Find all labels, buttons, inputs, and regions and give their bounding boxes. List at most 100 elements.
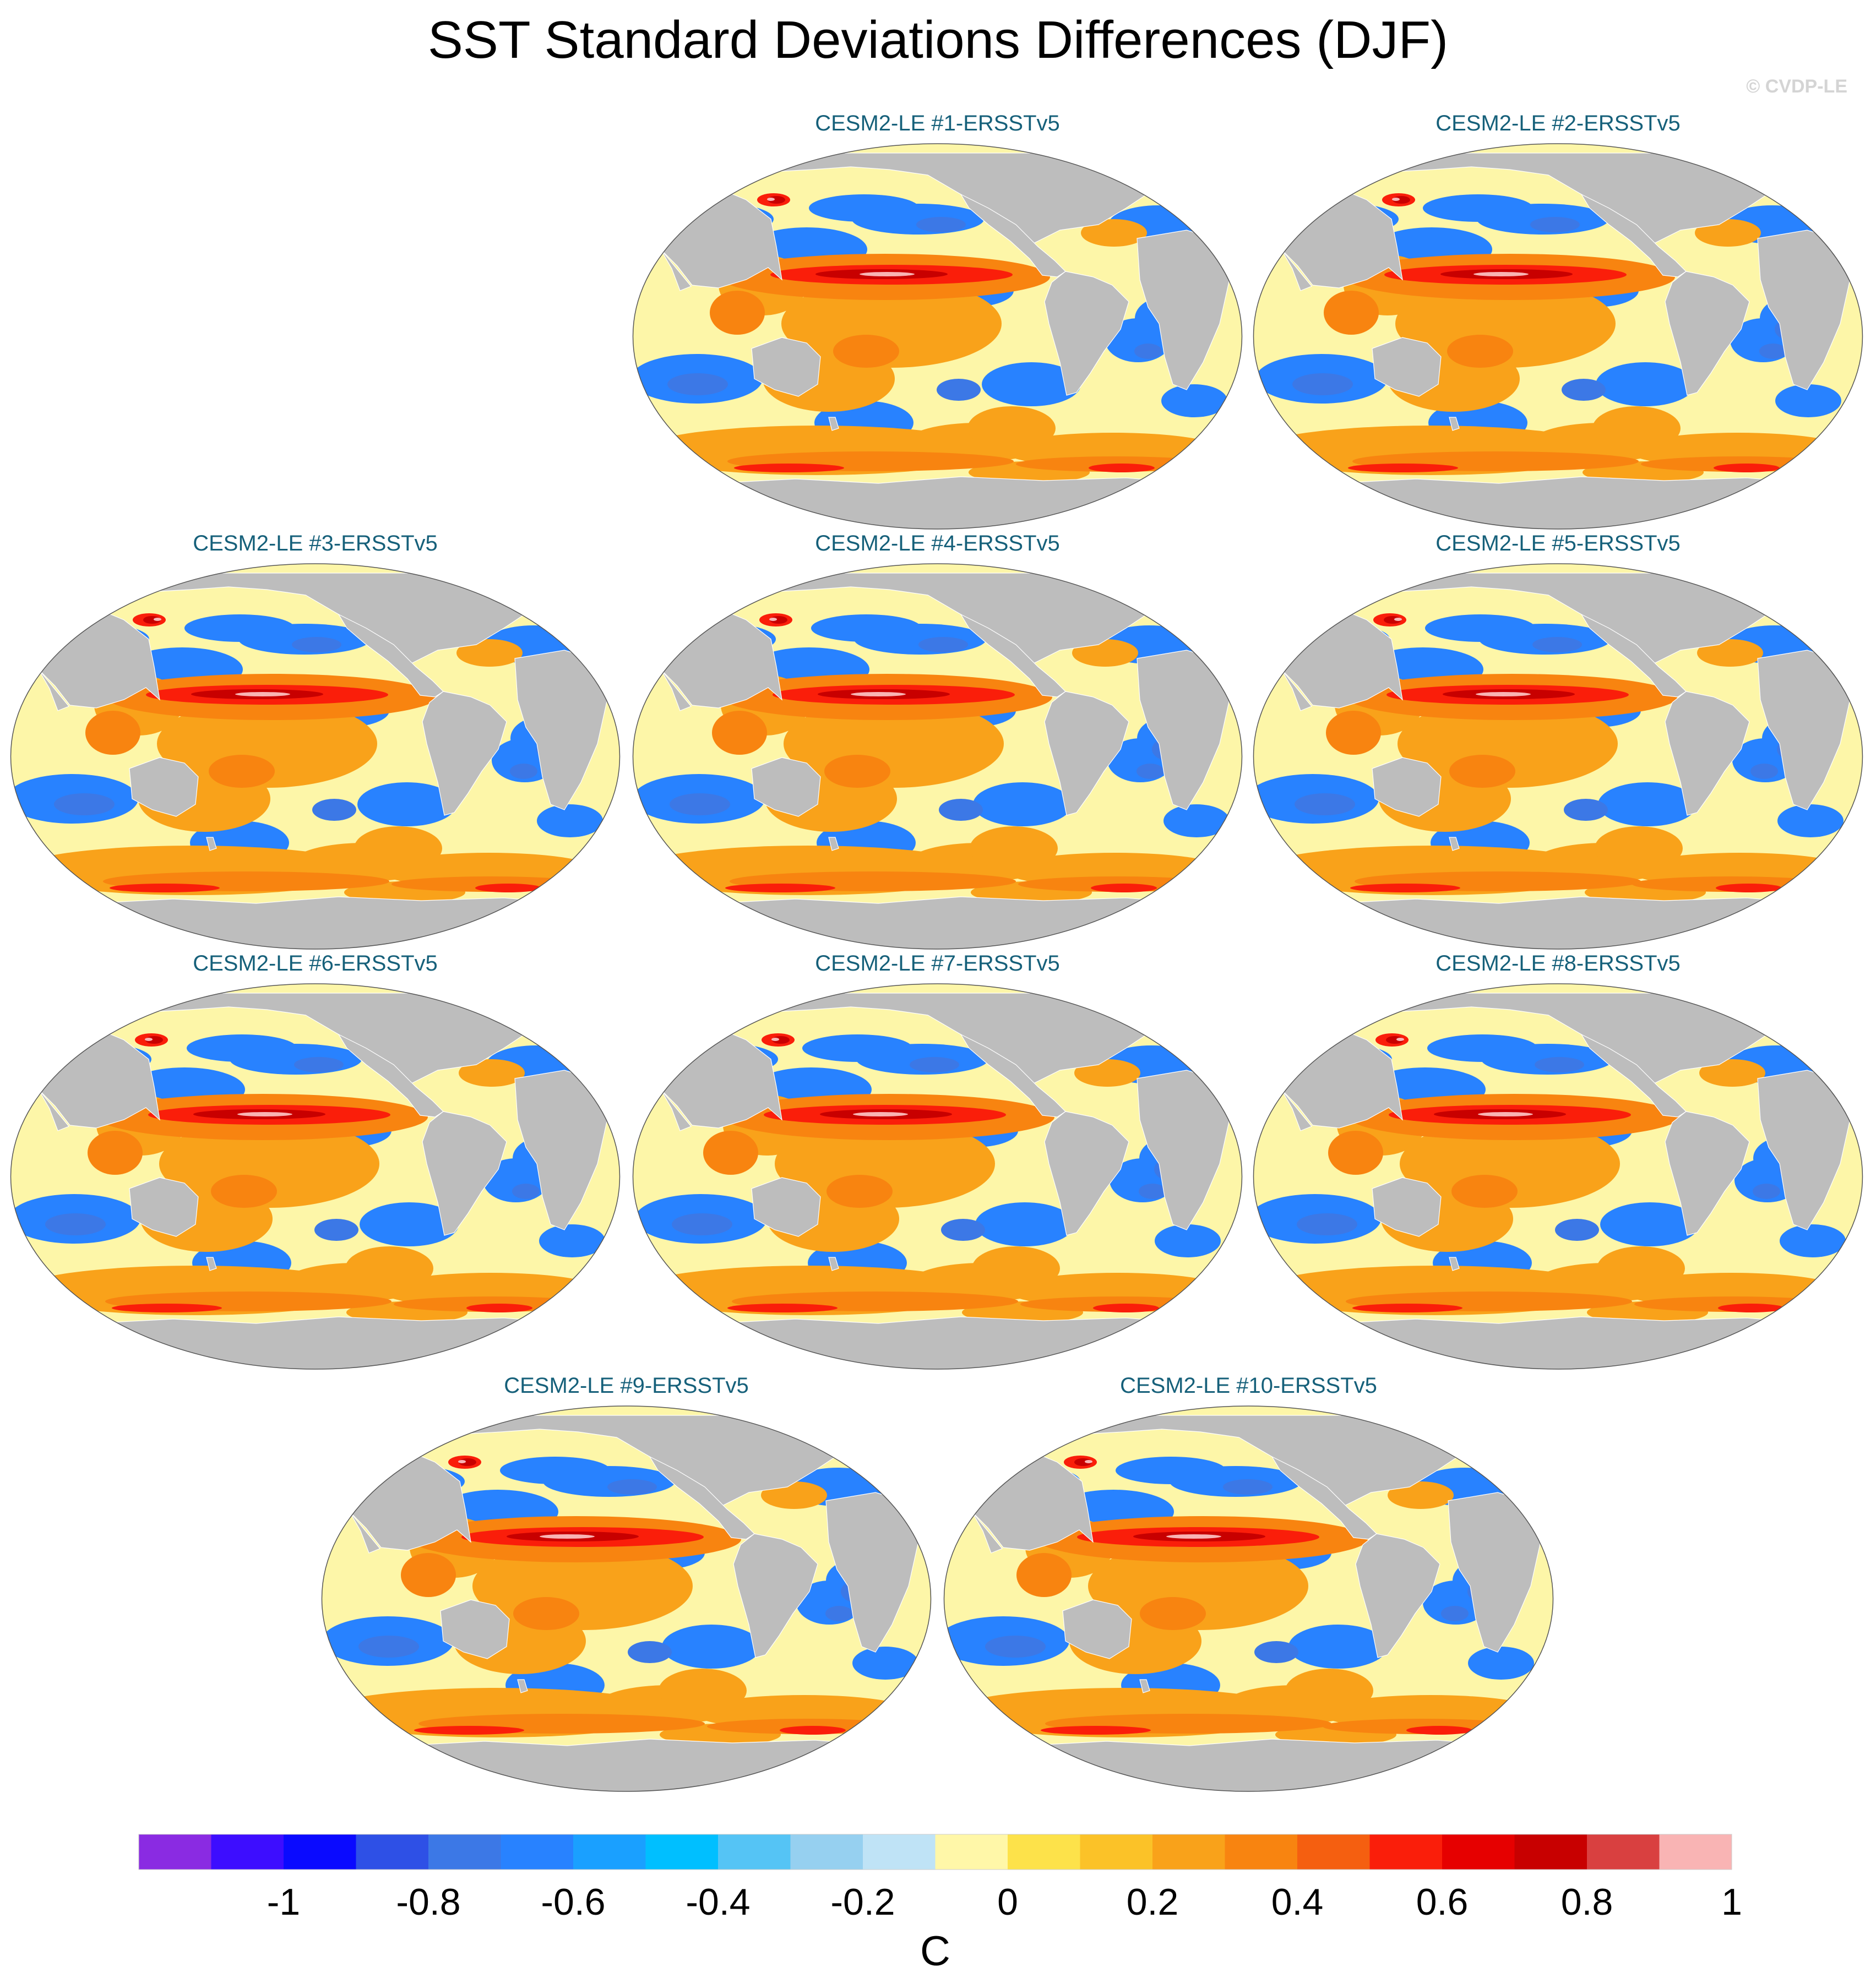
sst-anomaly-blob — [358, 1636, 419, 1658]
sst-anomaly-blob — [1406, 1726, 1472, 1735]
landmass — [1062, 1599, 1132, 1659]
landmass — [422, 691, 507, 816]
sst-anomaly-blob — [1394, 618, 1402, 621]
colorbar-tick-label: -0.6 — [541, 1881, 605, 1923]
colorbar-segment — [1369, 1834, 1443, 1870]
colorbar-segment — [1080, 1834, 1153, 1870]
sst-anomaly-blob — [345, 1246, 433, 1290]
colorbar-segment — [1297, 1834, 1370, 1870]
landmass — [1372, 757, 1442, 817]
map-panel-5: CESM2-LE #5-ERSSTv5 — [1251, 531, 1865, 951]
sst-anomaly-blob — [292, 637, 341, 652]
sst-anomaly-blob — [354, 826, 442, 870]
sst-anomaly-blob — [1328, 1131, 1383, 1175]
colorbar-tick-label: 0.8 — [1561, 1881, 1613, 1923]
landmass — [944, 1739, 1553, 1791]
colorbar-segment — [573, 1834, 646, 1870]
sst-anomaly-blob — [1595, 826, 1683, 870]
colorbar-segment — [428, 1834, 501, 1870]
colorbar-segment — [1442, 1834, 1515, 1870]
sst-anomaly-blob — [712, 711, 767, 755]
landmass — [1580, 1033, 1687, 1118]
colorbar-segment — [356, 1834, 429, 1870]
sst-anomaly-blob — [1447, 335, 1513, 368]
sst-anomaly-blob — [1134, 344, 1162, 359]
sst-anomaly-blob — [184, 614, 295, 642]
sst-anomaly-blob — [85, 711, 140, 755]
sst-anomaly-blob — [1699, 1059, 1765, 1087]
sst-anomaly-blob — [670, 793, 730, 815]
sst-anomaly-blob — [852, 1647, 918, 1680]
sst-anomaly-blob — [1254, 1641, 1298, 1663]
map-panel-6: CESM2-LE #6-ERSSTv5 — [8, 951, 622, 1371]
landmass — [422, 1111, 507, 1236]
colorbar-segment — [645, 1834, 719, 1870]
sst-anomaly-blob — [1137, 764, 1164, 779]
sst-anomaly-blob — [1324, 291, 1379, 335]
sst-anomaly-blob — [703, 1131, 758, 1175]
sst-anomaly-blob — [414, 1726, 524, 1735]
map-panel-4: CESM2-LE #4-ERSSTv5 — [630, 531, 1244, 951]
landmass — [960, 613, 1066, 698]
sst-anomaly-blob — [1753, 1184, 1780, 1199]
sst-anomaly-blob — [361, 1440, 421, 1451]
sst-anomaly-blob — [1396, 1038, 1404, 1041]
colorbar-segment — [863, 1834, 936, 1870]
sst-anomaly-blob — [809, 194, 919, 222]
sst-anomaly-blob — [1166, 1534, 1221, 1539]
colorbar-segment — [501, 1834, 574, 1870]
sst-anomaly-blob — [672, 1213, 732, 1235]
map-content — [944, 1406, 1553, 1791]
landmass — [38, 1089, 69, 1131]
landmass — [338, 1033, 444, 1118]
sst-anomaly-blob — [1297, 597, 1357, 608]
sst-anomaly-blob — [937, 379, 981, 401]
sst-anomaly-blob — [1295, 793, 1355, 815]
sst-anomaly-blob — [1596, 362, 1695, 406]
sst-anomaly-blob — [1597, 1246, 1685, 1290]
landmass — [1665, 691, 1750, 816]
sst-anomaly-blob — [941, 1219, 985, 1241]
sst-map — [10, 563, 621, 950]
colorbar-segment — [1659, 1834, 1732, 1870]
landmass — [828, 417, 839, 431]
panel-title: CESM2-LE #3-ERSSTv5 — [193, 531, 438, 555]
sst-anomaly-blob — [312, 799, 356, 821]
landmass — [633, 476, 1242, 529]
sst-anomaly-blob — [769, 618, 777, 621]
sst-anomaly-blob — [672, 597, 732, 608]
copyright-watermark: © CVDP-LE — [1746, 76, 1847, 97]
sst-anomaly-blob — [851, 692, 906, 696]
landmass — [1139, 1679, 1150, 1693]
sst-anomaly-blob — [88, 1131, 143, 1175]
sst-anomaly-blob — [475, 884, 541, 892]
sst-anomaly-blob — [1081, 219, 1147, 247]
sst-anomaly-blob — [1348, 464, 1458, 472]
sst-anomaly-blob — [833, 335, 899, 368]
sst-anomaly-blob — [45, 597, 106, 608]
colorbar-segment — [1514, 1834, 1587, 1870]
sst-anomaly-blob — [1535, 1057, 1584, 1072]
sst-anomaly-blob — [500, 1457, 610, 1484]
sst-anomaly-blob — [187, 1034, 297, 1062]
landmass — [129, 1177, 199, 1237]
sst-map — [1253, 563, 1863, 950]
landmass — [1372, 1177, 1442, 1237]
landmass — [960, 193, 1066, 277]
map-panel-9: CESM2-LE #9-ERSSTv5 — [319, 1374, 933, 1793]
sst-map — [1253, 983, 1863, 1370]
sst-anomaly-blob — [47, 1017, 108, 1028]
panel-title: CESM2-LE #8-ERSSTv5 — [1435, 951, 1681, 976]
map-outline — [10, 563, 621, 950]
map-outline — [632, 563, 1243, 950]
sst-anomaly-blob — [1085, 1460, 1092, 1463]
panel-title: CESM2-LE #7-ERSSTv5 — [815, 951, 1060, 976]
landmass — [1281, 1089, 1312, 1131]
sst-map — [10, 983, 621, 1370]
colorbar-tick-label: 0.6 — [1416, 1881, 1469, 1923]
sst-anomaly-blob — [670, 177, 730, 188]
sst-anomaly-blob — [1564, 799, 1608, 821]
sst-anomaly-blob — [1116, 1457, 1226, 1484]
sst-anomaly-blob — [1555, 1219, 1599, 1241]
sst-anomaly-blob — [987, 1440, 1048, 1451]
